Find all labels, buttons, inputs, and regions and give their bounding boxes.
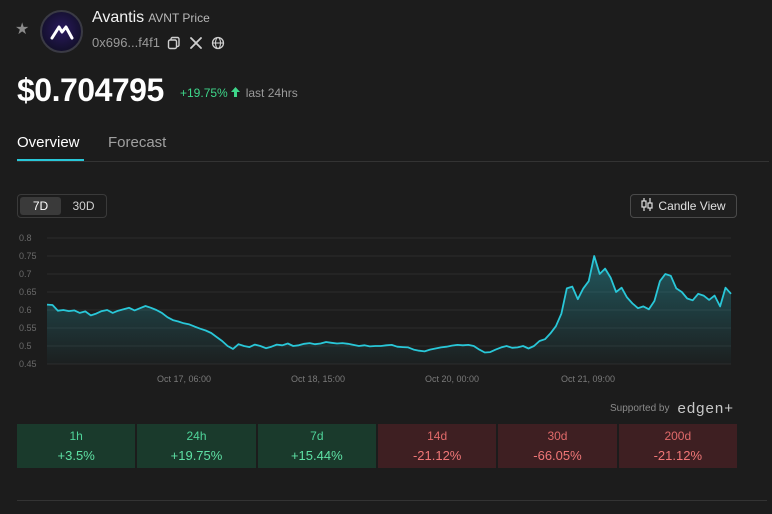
token-name: Avantis bbox=[92, 9, 145, 26]
y-tick-label: 0.65 bbox=[19, 287, 37, 297]
x-tick-label: Oct 18, 15:00 bbox=[291, 374, 345, 384]
edgen-logo[interactable]: edgen+ bbox=[677, 400, 734, 417]
range-7d-button[interactable]: 7D bbox=[20, 197, 61, 215]
perf-cell-14d: 14d -21.12% bbox=[377, 424, 497, 468]
perf-cell-7d: 7d +15.44% bbox=[257, 424, 376, 468]
token-symbol-label: AVNT Price bbox=[148, 11, 210, 25]
price-line bbox=[46, 255, 732, 354]
range-30d-button[interactable]: 30D bbox=[72, 199, 95, 213]
y-tick-label: 0.55 bbox=[19, 323, 37, 333]
x-tick-label: Oct 17, 06:00 bbox=[157, 374, 211, 384]
candlestick-icon bbox=[641, 198, 654, 214]
globe-icon[interactable] bbox=[211, 35, 226, 50]
tab-forecast[interactable]: Forecast bbox=[108, 134, 167, 151]
perf-cell-30d: 30d -66.05% bbox=[498, 424, 617, 468]
y-tick-label: 0.6 bbox=[19, 305, 32, 315]
y-tick-label: 0.5 bbox=[19, 341, 32, 351]
x-tick-label: Oct 20, 00:00 bbox=[425, 374, 479, 384]
y-tick-label: 0.75 bbox=[19, 251, 37, 261]
x-twitter-icon[interactable] bbox=[189, 35, 204, 50]
tab-overview[interactable]: Overview bbox=[17, 134, 80, 151]
price-change-period: last 24hrs bbox=[245, 86, 298, 100]
perf-value: +19.75% bbox=[170, 448, 223, 463]
supported-by-label: Supported by bbox=[610, 403, 670, 414]
supported-by: Supported by edgen+ bbox=[610, 400, 734, 417]
y-tick-label: 0.8 bbox=[19, 233, 32, 243]
perf-period: 1h bbox=[69, 429, 83, 443]
avantis-logo-icon bbox=[50, 25, 73, 39]
arrow-up-icon bbox=[230, 86, 240, 100]
token-address-row: 0x696...f4f1 bbox=[92, 35, 226, 50]
perf-value: -21.12% bbox=[653, 448, 703, 463]
y-tick-label: 0.45 bbox=[19, 359, 37, 369]
price-area bbox=[47, 256, 731, 364]
y-tick-label: 0.7 bbox=[19, 269, 32, 279]
candle-view-label: Candle View bbox=[658, 199, 726, 213]
perf-period: 7d bbox=[310, 429, 324, 443]
copy-icon[interactable] bbox=[167, 35, 182, 50]
star-icon[interactable]: ★ bbox=[15, 21, 30, 38]
perf-period: 30d bbox=[547, 429, 568, 443]
price-change-value: +19.75% bbox=[180, 86, 228, 100]
time-range-toggle: 7D 30D bbox=[17, 194, 107, 218]
perf-value: +3.5% bbox=[57, 448, 95, 463]
contract-address: 0x696...f4f1 bbox=[92, 35, 160, 50]
active-tab-indicator bbox=[17, 159, 84, 161]
perf-cell-1h: 1h +3.5% bbox=[17, 424, 136, 468]
candle-view-button[interactable]: Candle View bbox=[630, 194, 737, 218]
perf-period: 24h bbox=[186, 429, 207, 443]
perf-value: -66.05% bbox=[533, 448, 582, 463]
price-change: +19.75% last 24hrs bbox=[180, 86, 298, 100]
token-title: Avantis AVNT Price bbox=[92, 9, 210, 27]
perf-period: 14d bbox=[427, 429, 448, 443]
perf-period: 200d bbox=[664, 429, 692, 443]
perf-cell-24h: 24h +19.75% bbox=[137, 424, 256, 468]
divider bbox=[17, 500, 767, 501]
perf-value: -21.12% bbox=[412, 448, 462, 463]
perf-value: +15.44% bbox=[290, 448, 343, 463]
price-chart[interactable]: 0.8 0.75 0.7 0.65 0.6 0.55 0.5 0.45 Oct 17, 06:… bbox=[0, 228, 772, 390]
token-logo bbox=[40, 10, 83, 53]
current-price: $0.704795 bbox=[17, 72, 164, 108]
tab-bar: Overview Forecast bbox=[17, 132, 769, 162]
performance-table: 1h +3.5% 24h +19.75% 7d +15.44% 14d -21.… bbox=[17, 424, 737, 468]
perf-cell-200d: 200d -21.12% bbox=[618, 424, 737, 468]
x-tick-label: Oct 21, 09:00 bbox=[561, 374, 615, 384]
